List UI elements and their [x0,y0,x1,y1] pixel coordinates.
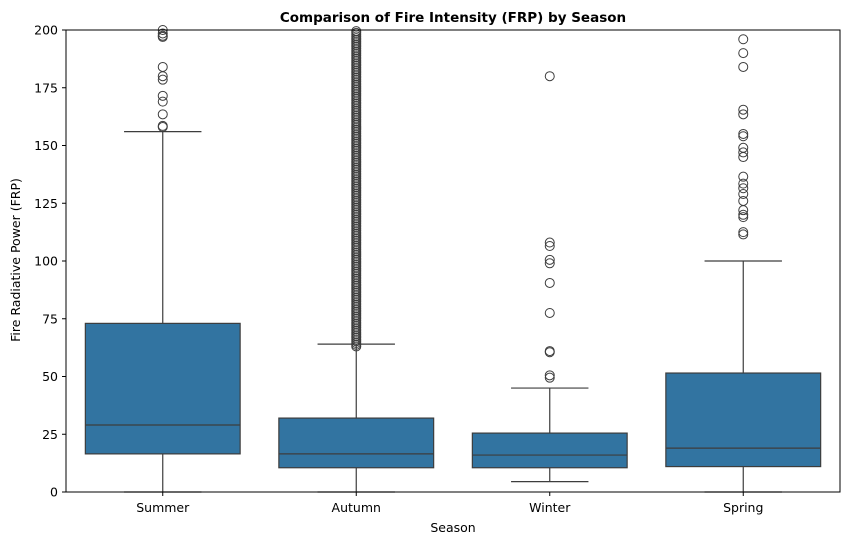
y-tick-label: 150 [34,138,58,153]
y-tick-label: 75 [42,311,58,326]
outlier-spring [738,195,749,206]
outlier-summer [157,61,168,72]
outlier-summer [157,74,168,85]
x-tick-label-spring: Spring [723,500,763,515]
x-tick-label-winter: Winter [529,500,571,515]
outlier-winter [544,258,555,269]
y-axis-label: Fire Radiative Power (FRP) [8,178,23,342]
y-tick-label: 200 [34,23,58,38]
outlier-spring [738,183,749,194]
box-spring [665,372,822,468]
outlier-spring [738,189,749,200]
outlier-summer [157,109,168,120]
outlier-spring [738,34,749,45]
y-tick-label: 100 [34,254,58,269]
outlier-spring [738,227,749,238]
outlier-spring [738,142,749,153]
outlier-winter [544,240,555,251]
x-axis-label: Season [430,520,475,535]
outlier-spring [738,131,749,142]
y-tick-label: 175 [34,80,58,95]
outlier-summer [157,120,168,131]
outlier-summer [157,28,168,39]
outlier-spring [738,209,749,220]
outlier-winter [544,372,555,383]
y-tick-label: 0 [50,485,58,500]
box-winter [471,432,628,469]
chart-title: Comparison of Fire Intensity (FRP) by Se… [280,10,626,26]
outlier-winter [544,346,555,357]
plot-frame [65,29,841,493]
outlier-winter [544,71,555,82]
outlier-autumn [351,26,362,37]
outlier-spring [738,128,749,139]
y-tick-label: 125 [34,196,58,211]
outlier-winter [544,307,555,318]
outlier-spring [738,229,749,240]
x-tick-label-autumn: Autumn [332,500,381,515]
outlier-winter [544,370,555,381]
outlier-spring [738,171,749,182]
outlier-summer [157,30,168,41]
outlier-winter [544,254,555,265]
outlier-spring [738,178,749,189]
outlier-summer [157,96,168,107]
outlier-spring [738,48,749,59]
outlier-spring [738,147,749,158]
y-tick-label: 25 [42,427,58,442]
outlier-summer [157,90,168,101]
x-tick-label-summer: Summer [136,500,190,515]
box-summer [84,322,241,455]
outlier-winter [544,277,555,288]
outlier-spring [738,109,749,120]
box-autumn [278,417,435,469]
plot-area: Summer Autumn Winter Spring 0 25 50 75 100 125 150… [34,23,841,515]
outlier-spring [738,104,749,115]
outlier-spring [738,212,749,223]
outlier-winter [544,237,555,248]
outlier-spring [738,61,749,72]
y-tick-label: 50 [42,369,58,384]
